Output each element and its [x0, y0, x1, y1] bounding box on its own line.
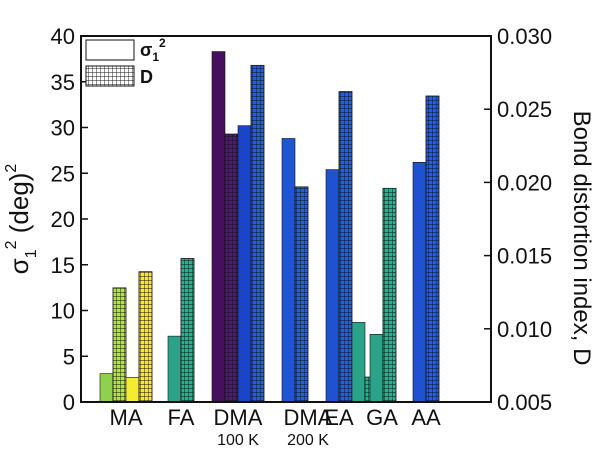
left-axis-label-sup: 2 — [3, 240, 20, 249]
right-tick-label-0.010: 0.010 — [497, 317, 552, 342]
bar-hatch-5-1 — [338, 91, 353, 403]
right-axis-ticks: 0.005 0.010 0.015 0.020 0.025 0.030 — [484, 24, 552, 415]
x-tick-label-7: AA — [411, 405, 441, 430]
left-tick-label-5: 5 — [63, 344, 75, 369]
left-tick-label-10: 10 — [51, 299, 75, 324]
bar-hatch-0-1 — [112, 287, 127, 403]
left-axis-ticks: 0 5 10 15 20 25 30 35 40 — [51, 24, 88, 415]
bars-layer — [99, 51, 440, 403]
left-tick-label-30: 30 — [51, 116, 75, 141]
right-tick-label-0.005: 0.005 — [497, 390, 552, 415]
right-tick-label-0.030: 0.030 — [497, 24, 552, 49]
bar-hatch-2-1 — [224, 133, 239, 403]
left-tick-label-15: 15 — [51, 253, 75, 278]
left-tick-label-40: 40 — [51, 24, 75, 49]
bar-group-3-0-sigma — [237, 125, 252, 403]
right-tick-label-0.020: 0.020 — [497, 170, 552, 195]
legend-swatch-d-hatch — [85, 65, 135, 87]
bar-hatch-6-1 — [382, 187, 397, 403]
x-tick-label-2: DMA — [214, 405, 263, 430]
x-tick-label-5: EA — [324, 405, 354, 430]
left-axis-label: σ12 (deg)2 — [3, 164, 40, 275]
x-sublabel-2: 100 K — [217, 432, 259, 449]
legend-swatch-sigma — [85, 39, 135, 61]
left-tick-label-0: 0 — [63, 390, 75, 415]
x-sublabel-4: 200 K — [287, 432, 329, 449]
bar-ma-0-0-sigma — [99, 373, 114, 403]
bar-aa-7-0-sigma — [412, 161, 427, 403]
legend: σ12 D — [85, 36, 166, 87]
bar-dma-4-0-sigma — [281, 138, 296, 403]
x-tick-label-4: DMA — [284, 405, 333, 430]
right-tick-label-0.025: 0.025 — [497, 97, 552, 122]
right-axis-label: Bond distortion index, D — [568, 111, 595, 366]
bar-dma-2-0-sigma — [211, 51, 226, 403]
bar-ea-5-2-sigma — [351, 322, 366, 403]
left-axis-label-sub: 1 — [23, 249, 40, 258]
bar-fa-1-0-sigma — [167, 335, 182, 403]
bar-hatch-3-1 — [250, 64, 265, 403]
x-tick-label-1: FA — [168, 405, 195, 430]
bar-hatch-0-3 — [138, 271, 153, 403]
bar-ma-0-2-sigma — [125, 376, 140, 403]
legend-label-sigma: σ12 — [140, 36, 166, 64]
bar-hatch-1-1 — [180, 258, 195, 403]
left-tick-label-25: 25 — [51, 161, 75, 186]
bar-ga-6-0-sigma — [369, 333, 384, 403]
bar-hatch-7-1 — [425, 95, 440, 403]
left-axis-label-main: σ — [4, 258, 34, 274]
bar-ea-5-0-sigma — [325, 169, 340, 403]
bar-hatch-4-1 — [294, 186, 309, 403]
right-tick-label-0.015: 0.015 — [497, 244, 552, 269]
x-tick-label-6: GA — [366, 405, 398, 430]
legend-label-d: D — [140, 67, 153, 87]
left-tick-label-20: 20 — [51, 207, 75, 232]
left-axis-label-sup2: 2 — [3, 164, 20, 173]
left-axis-label-rest: (deg) — [4, 173, 34, 241]
left-tick-label-35: 35 — [51, 70, 75, 95]
x-tick-label-0: MA — [110, 405, 143, 430]
x-axis-labels: MA FA DMA 100 K DMA 200 K EA GA AA — [110, 405, 441, 449]
